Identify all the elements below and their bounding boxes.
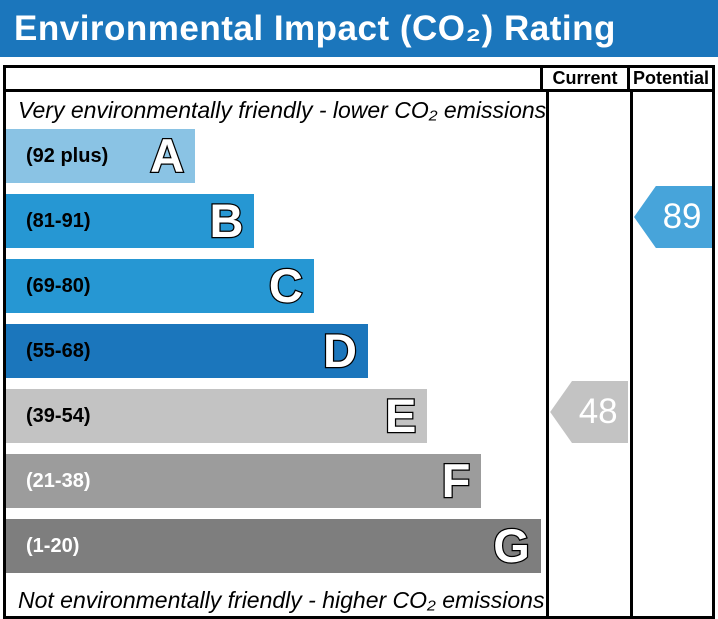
band-range-f: (21-38) bbox=[26, 469, 91, 492]
band-letter-a: A bbox=[149, 128, 185, 184]
potential-rating-value: 89 bbox=[662, 197, 702, 236]
band-range-a: (92 plus) bbox=[26, 144, 109, 167]
rating-bands: (92 plus) A (81-91) B (69-80) C bbox=[6, 128, 546, 584]
potential-column: 89 bbox=[630, 92, 713, 616]
band-range-c: (69-80) bbox=[26, 274, 91, 297]
column-header-potential: Potential bbox=[627, 68, 712, 89]
band-bar-f: (21-38) F bbox=[6, 453, 482, 509]
band-range-g: (1-20) bbox=[26, 534, 80, 557]
chart-title: Environmental Impact (CO₂) Rating bbox=[14, 8, 616, 48]
band-row-c: (69-80) C bbox=[6, 258, 546, 314]
band-bar-c: (69-80) C bbox=[6, 258, 314, 314]
top-note: Very environmentally friendly - lower CO… bbox=[18, 97, 547, 123]
band-row-b: (81-91) B bbox=[6, 193, 546, 249]
current-column: 48 bbox=[546, 92, 630, 616]
band-bar-b: (81-91) B bbox=[6, 193, 255, 249]
band-range-d: (55-68) bbox=[26, 339, 91, 362]
chart-title-bar: Environmental Impact (CO₂) Rating bbox=[0, 0, 718, 57]
band-row-e: (39-54) E bbox=[6, 388, 546, 444]
band-letter-e: E bbox=[384, 388, 418, 444]
rating-scale-cell: Very environmentally friendly - lower CO… bbox=[6, 92, 546, 616]
potential-rating-arrow: 89 bbox=[634, 186, 713, 248]
bottom-note: Not environmentally friendly - higher CO… bbox=[18, 586, 545, 613]
band-bar-g: (1-20) G bbox=[6, 518, 541, 574]
band-row-f: (21-38) F bbox=[6, 453, 546, 509]
band-letter-d: D bbox=[322, 323, 358, 379]
band-bar-e: (39-54) E bbox=[6, 388, 428, 444]
band-row-a: (92 plus) A bbox=[6, 128, 546, 184]
band-letter-f: F bbox=[440, 453, 471, 509]
band-bar-a: (92 plus) A bbox=[6, 128, 196, 184]
header-spacer bbox=[6, 68, 540, 89]
column-header-current: Current bbox=[540, 68, 627, 89]
rating-table: Current Potential Very environmentally f… bbox=[3, 65, 715, 619]
band-letter-b: B bbox=[208, 193, 244, 249]
current-rating-arrow: 48 bbox=[550, 381, 629, 443]
table-header-row: Current Potential bbox=[6, 68, 712, 92]
band-row-d: (55-68) D bbox=[6, 323, 546, 379]
band-row-g: (1-20) G bbox=[6, 518, 546, 574]
current-rating-value: 48 bbox=[578, 392, 618, 431]
band-letter-c: C bbox=[268, 258, 304, 314]
band-range-b: (81-91) bbox=[26, 209, 91, 232]
band-bar-d: (55-68) D bbox=[6, 323, 368, 379]
band-range-e: (39-54) bbox=[26, 404, 91, 427]
table-body: Very environmentally friendly - lower CO… bbox=[6, 92, 713, 616]
band-letter-g: G bbox=[492, 518, 531, 574]
